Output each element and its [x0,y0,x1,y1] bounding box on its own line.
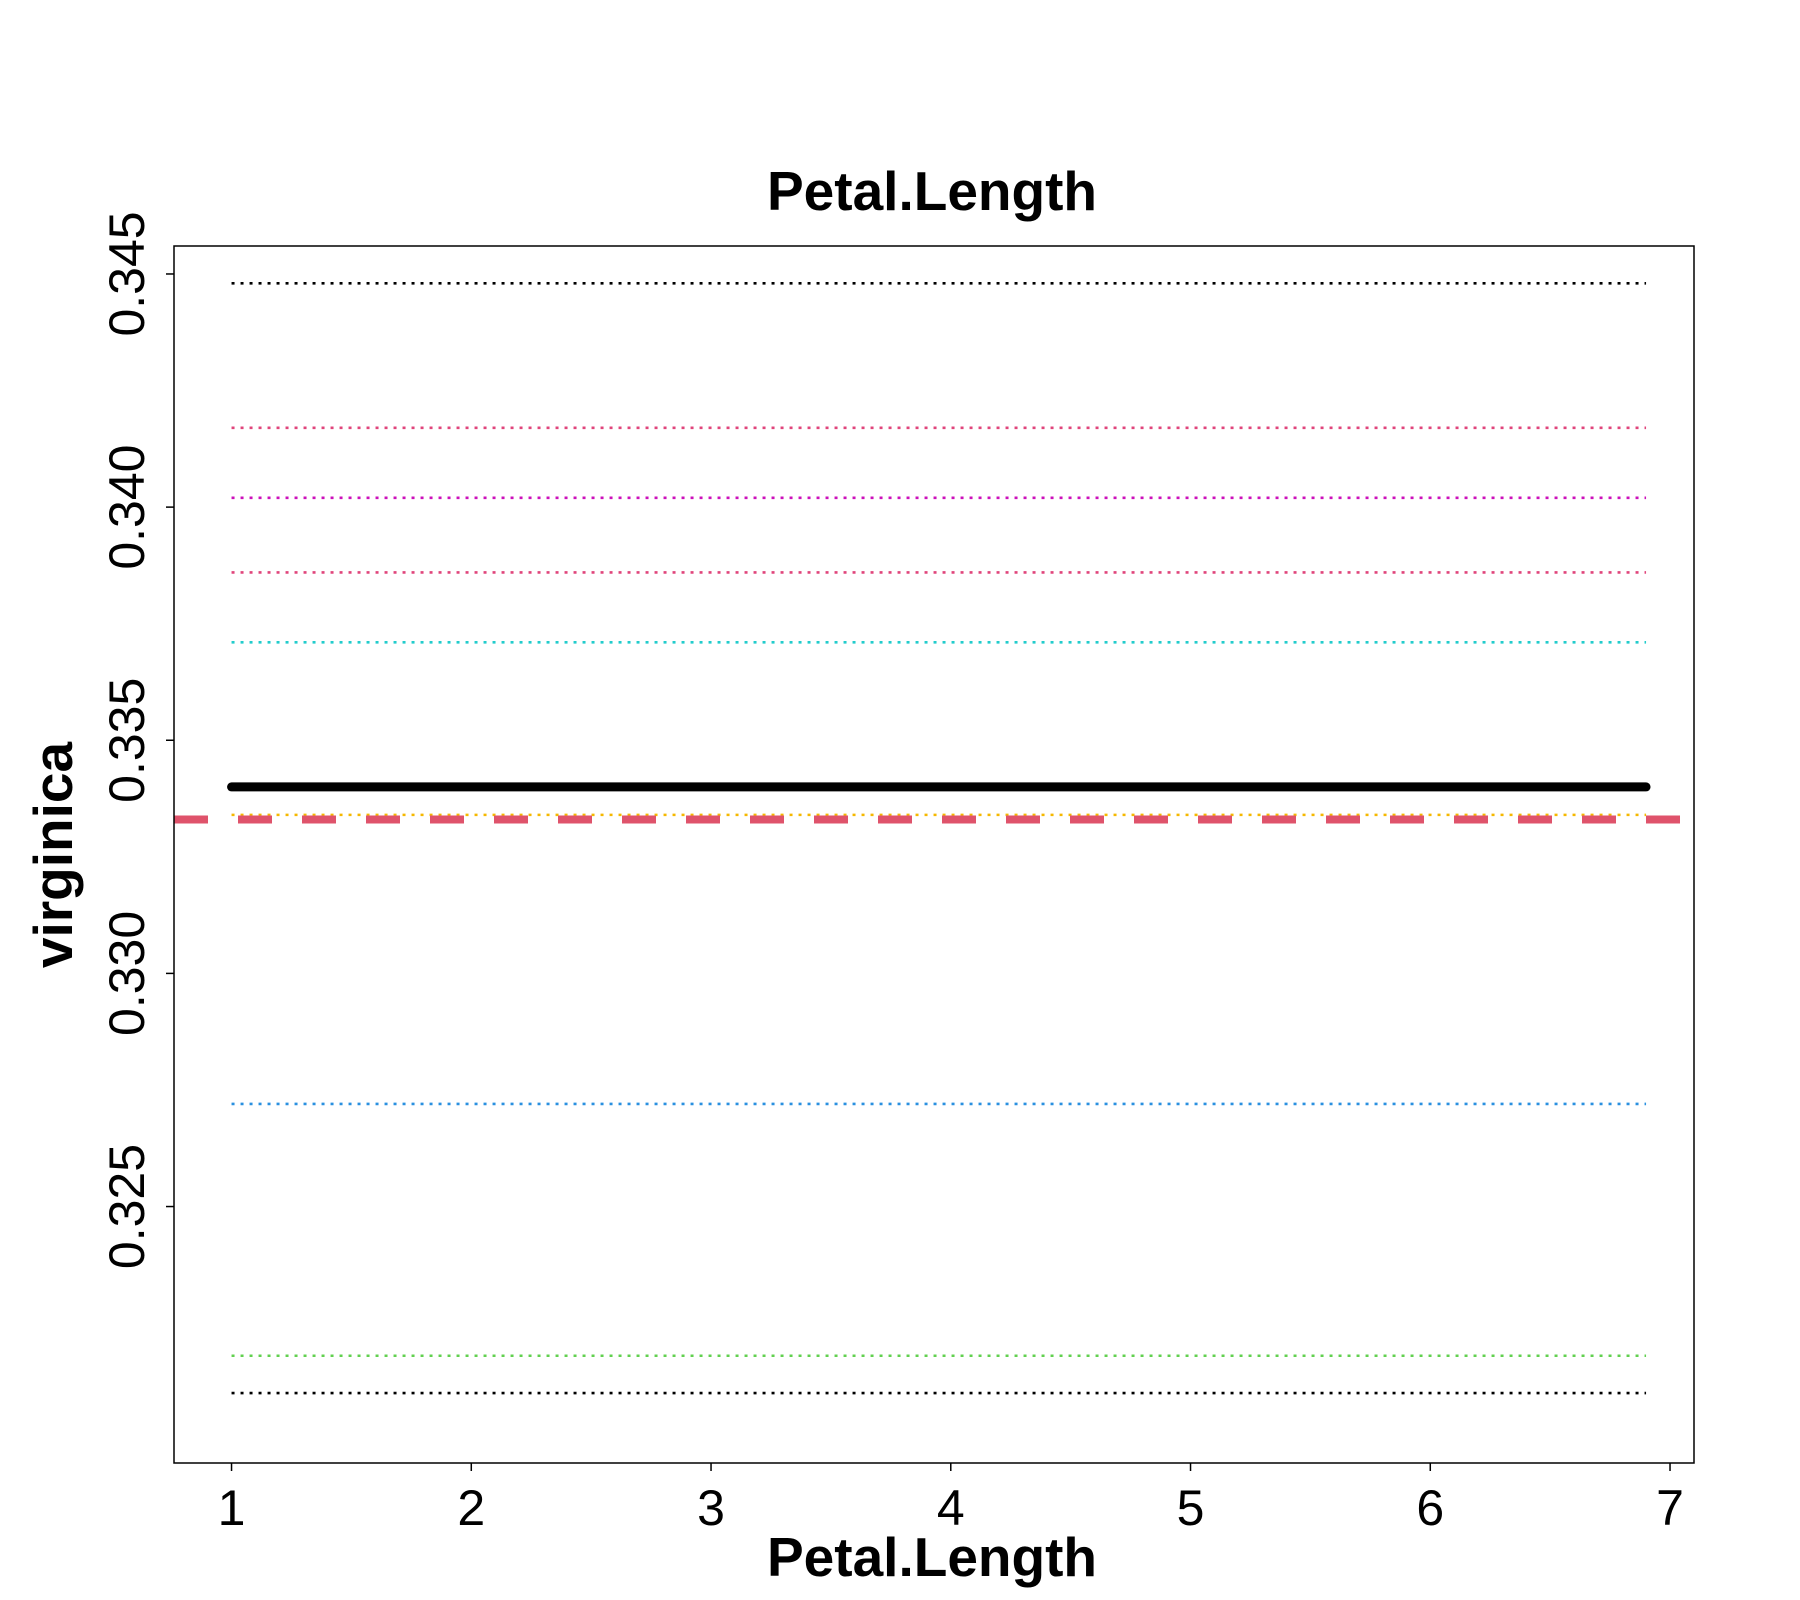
x-tick-label: 1 [218,1480,246,1536]
plot-area [174,282,1694,1395]
y-axis: 0.325 0.330 0.335 0.340 0.345 [99,211,174,1269]
chart-title: Petal.Length [767,160,1097,222]
y-tick-label: 0.345 [99,211,155,336]
x-axis-label: Petal.Length [767,1526,1097,1588]
x-axis: 1 2 3 4 5 6 7 [218,1463,1684,1536]
y-tick-label: 0.325 [99,1144,155,1269]
y-tick-label: 0.340 [99,445,155,570]
x-tick-label: 3 [697,1480,725,1536]
x-tick-label: 7 [1656,1480,1684,1536]
y-tick-label: 0.330 [99,911,155,1036]
y-tick-label: 0.335 [99,678,155,803]
y-axis-label: virginica [22,741,84,968]
x-tick-label: 2 [457,1480,485,1536]
x-tick-label: 6 [1416,1480,1444,1536]
x-tick-label: 5 [1177,1480,1205,1536]
plot-frame [173,245,1695,1464]
x-tick-label: 4 [937,1480,965,1536]
